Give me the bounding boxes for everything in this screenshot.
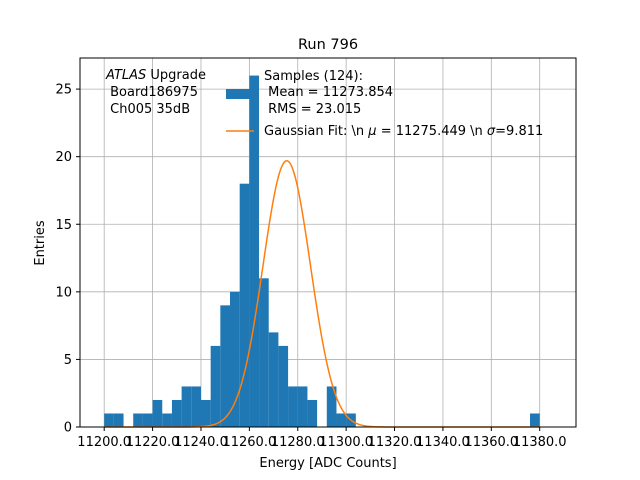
- x-tick-label: 11340.0: [416, 435, 470, 450]
- histogram-bar: [278, 345, 289, 427]
- histogram-bar: [210, 345, 221, 427]
- histogram-bar: [249, 75, 260, 428]
- legend-fit-label: Gaussian Fit: \n μ = 11275.449 \n σ=9.81…: [264, 124, 543, 139]
- legend-hist-line3: RMS = 23.015: [264, 102, 361, 117]
- x-tick-label: 11280.0: [271, 435, 325, 450]
- y-tick-label: 25: [55, 83, 72, 98]
- y-axis-ticks: 0 5 10 15 20 25: [55, 83, 80, 436]
- atlas-annotation: ATLAS Upgrade Board186975 Ch005 35dB: [105, 68, 206, 117]
- histogram-bar: [307, 399, 318, 427]
- histogram-bar: [171, 399, 182, 427]
- histogram-bar: [162, 413, 172, 427]
- histogram-bar: [297, 386, 308, 427]
- y-tick-label: 0: [64, 421, 72, 436]
- x-tick-label: 11380.0: [513, 435, 567, 450]
- histogram-bar: [336, 413, 347, 427]
- upgrade-label: Upgrade: [146, 68, 206, 83]
- histogram-bar: [259, 278, 269, 427]
- x-tick-label: 11220.0: [126, 435, 180, 450]
- svg-text:ATLAS Upgrade: ATLAS Upgrade: [105, 68, 206, 83]
- y-axis-label: Entries: [33, 220, 48, 266]
- plot-frame: [79, 57, 577, 428]
- y-tick-label: 15: [55, 218, 72, 233]
- y-tick-label: 10: [55, 285, 72, 300]
- histogram-bar: [152, 399, 163, 427]
- x-tick-label: 11240.0: [174, 435, 228, 450]
- histogram-bar: [288, 386, 298, 427]
- histogram-bar: [220, 305, 231, 427]
- x-tick-label: 11300.0: [319, 435, 373, 450]
- chart-title: Run 796: [298, 37, 358, 53]
- x-tick-label: 11260.0: [222, 435, 276, 450]
- board-label: Board186975: [106, 85, 198, 100]
- x-tick-label: 11200.0: [77, 435, 131, 450]
- channel-label: Ch005 35dB: [106, 102, 190, 117]
- x-tick-label: 11360.0: [464, 435, 518, 450]
- y-tick-label: 20: [55, 150, 72, 165]
- x-tick-label: 11320.0: [368, 435, 422, 450]
- x-axis-ticks: 11200.011220.011240.011260.011280.011300…: [77, 427, 567, 450]
- histogram-bar: [181, 386, 192, 427]
- histogram-bar: [133, 413, 143, 427]
- histogram-bar: [239, 183, 250, 427]
- histogram-bar: [268, 332, 279, 427]
- histogram-bars: [104, 75, 540, 428]
- legend-hist-swatch: [226, 89, 254, 99]
- histogram-bar: [113, 413, 124, 427]
- histogram-bar: [191, 386, 201, 427]
- histogram-bar: [530, 413, 540, 427]
- legend: Samples (124): Mean = 11273.854 RMS = 23…: [226, 69, 543, 139]
- histogram-bar: [326, 386, 337, 427]
- legend-hist-line2: Mean = 11273.854: [264, 85, 393, 100]
- histogram-bar: [230, 291, 240, 427]
- y-tick-label: 5: [64, 353, 72, 368]
- atlas-label: ATLAS: [105, 68, 146, 83]
- x-axis-label: Energy [ADC Counts]: [259, 456, 396, 471]
- histogram-bar: [142, 413, 153, 427]
- histogram-bar: [200, 399, 211, 427]
- histogram-bar: [104, 413, 114, 427]
- legend-hist-line1: Samples (124):: [264, 69, 363, 84]
